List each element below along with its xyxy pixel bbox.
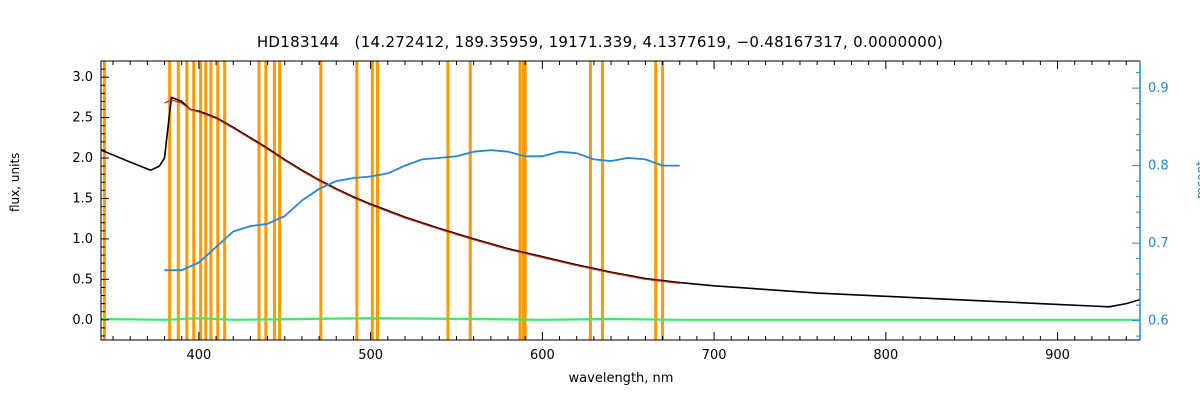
plot-frame [100, 60, 1141, 341]
y2-axis-label: mcont [1193, 161, 1200, 199]
x-tick-label: 900 [1045, 348, 1070, 363]
x-axis-label: wavelength, nm [568, 371, 674, 386]
x-tick-label: 600 [530, 348, 555, 363]
y2-tick-label: 0.6 [1148, 314, 1169, 329]
y-axis-label: flux, units [8, 152, 22, 212]
y2-tick-label: 0.9 [1148, 81, 1169, 96]
x-tick-label: 400 [186, 348, 211, 363]
y-tick-label: 3.0 [72, 70, 93, 85]
y2-tick-label: 0.7 [1148, 236, 1169, 251]
y-tick-label: 2.0 [72, 151, 93, 166]
y-tick-label: 1.5 [72, 191, 93, 206]
series-residual-line [101, 317, 1140, 321]
y-tick-label: 0.0 [72, 313, 93, 328]
y2-tick-label: 0.8 [1148, 159, 1169, 174]
x-tick-label: 500 [358, 348, 383, 363]
y-tick-label: 0.5 [72, 272, 93, 287]
y-tick-label: 2.5 [72, 111, 93, 126]
series-mcont-line [164, 149, 680, 272]
series-observed-line [101, 96, 1140, 308]
chart-title: HD183144 (14.272412, 189.35959, 19171.33… [256, 33, 944, 51]
x-tick-label: 700 [702, 348, 727, 363]
y-tick-label: 1.0 [72, 232, 93, 247]
x-tick-label: 800 [873, 348, 898, 363]
